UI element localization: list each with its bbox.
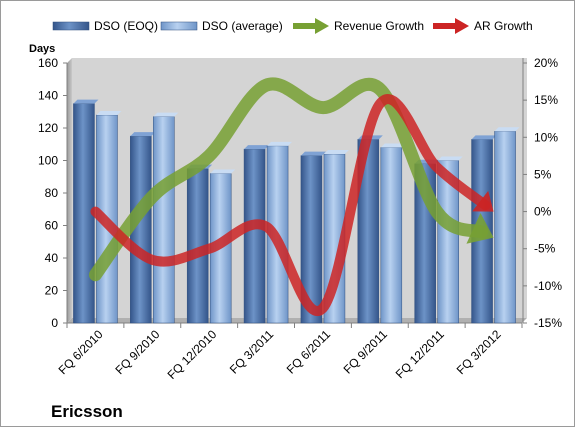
bar-top (494, 127, 520, 132)
legend-swatch (52, 21, 90, 31)
series-line (88, 77, 489, 282)
y-right-tick-label: -10% (534, 279, 562, 293)
legend-label: DSO (EOQ) (94, 19, 158, 33)
y-left-tick-label: 80 (45, 186, 59, 200)
series-arrowhead (472, 190, 494, 212)
x-tick-label: FQ 3/2011 (227, 327, 277, 377)
bar-top (267, 141, 293, 146)
bar (153, 116, 175, 324)
bar-top (130, 132, 156, 137)
bar (380, 147, 403, 324)
x-tick-label: FQ 3/2012 (454, 327, 504, 377)
legend-swatch-arrow (315, 18, 329, 34)
legend-label: AR Growth (474, 19, 533, 33)
legend-label: Revenue Growth (334, 19, 424, 33)
company-label: Ericsson (51, 402, 123, 421)
bar (243, 148, 266, 324)
y-right-tick-label: 15% (534, 93, 558, 107)
bar-top (300, 151, 326, 156)
bar-top (153, 112, 179, 117)
y-left-tick-label: 160 (38, 56, 58, 70)
y-left-tick-label: 20 (45, 284, 59, 298)
bar-top (437, 156, 463, 161)
y-right-tick-label: -5% (534, 242, 556, 256)
left-wall (67, 58, 72, 323)
bar-top (380, 143, 406, 148)
bar (494, 131, 516, 324)
x-tick-label: FQ 9/2011 (341, 327, 391, 377)
bar-top (73, 99, 99, 104)
y-left-tick-label: 120 (38, 121, 58, 135)
x-tick-label: FQ 6/2010 (56, 327, 106, 377)
legend-swatch-arrow (455, 18, 469, 34)
bar-top (471, 135, 497, 140)
y-right-tick-label: 20% (534, 56, 558, 70)
y-right-tick-label: -15% (534, 316, 562, 330)
x-tick-label: FQ 6/2011 (284, 327, 334, 377)
series-arrowhead (466, 213, 494, 244)
y-left-tick-label: 100 (38, 154, 58, 168)
series-line (90, 94, 491, 317)
bar-top (96, 111, 122, 115)
legend-swatch (160, 21, 198, 31)
y-left-axis-title: Days (29, 43, 55, 55)
y-left-tick-label: 40 (45, 251, 59, 265)
x-tick-label: FQ 12/2010 (165, 327, 220, 382)
bar-top (244, 145, 270, 150)
x-tick-label: FQ 12/2011 (393, 327, 447, 381)
legend-label: DSO (average) (202, 19, 283, 33)
bar-top (323, 150, 349, 154)
y-right-tick-label: 10% (534, 130, 558, 144)
x-tick-label: FQ 9/2010 (112, 327, 162, 377)
floor (67, 318, 527, 323)
y-right-tick-label: 0% (534, 205, 552, 219)
y-left-tick-label: 140 (38, 89, 58, 103)
y-left-tick-label: 0 (51, 316, 58, 330)
bar-top (210, 169, 236, 174)
y-left-tick-label: 60 (45, 219, 59, 233)
y-right-tick-label: 5% (534, 167, 552, 181)
